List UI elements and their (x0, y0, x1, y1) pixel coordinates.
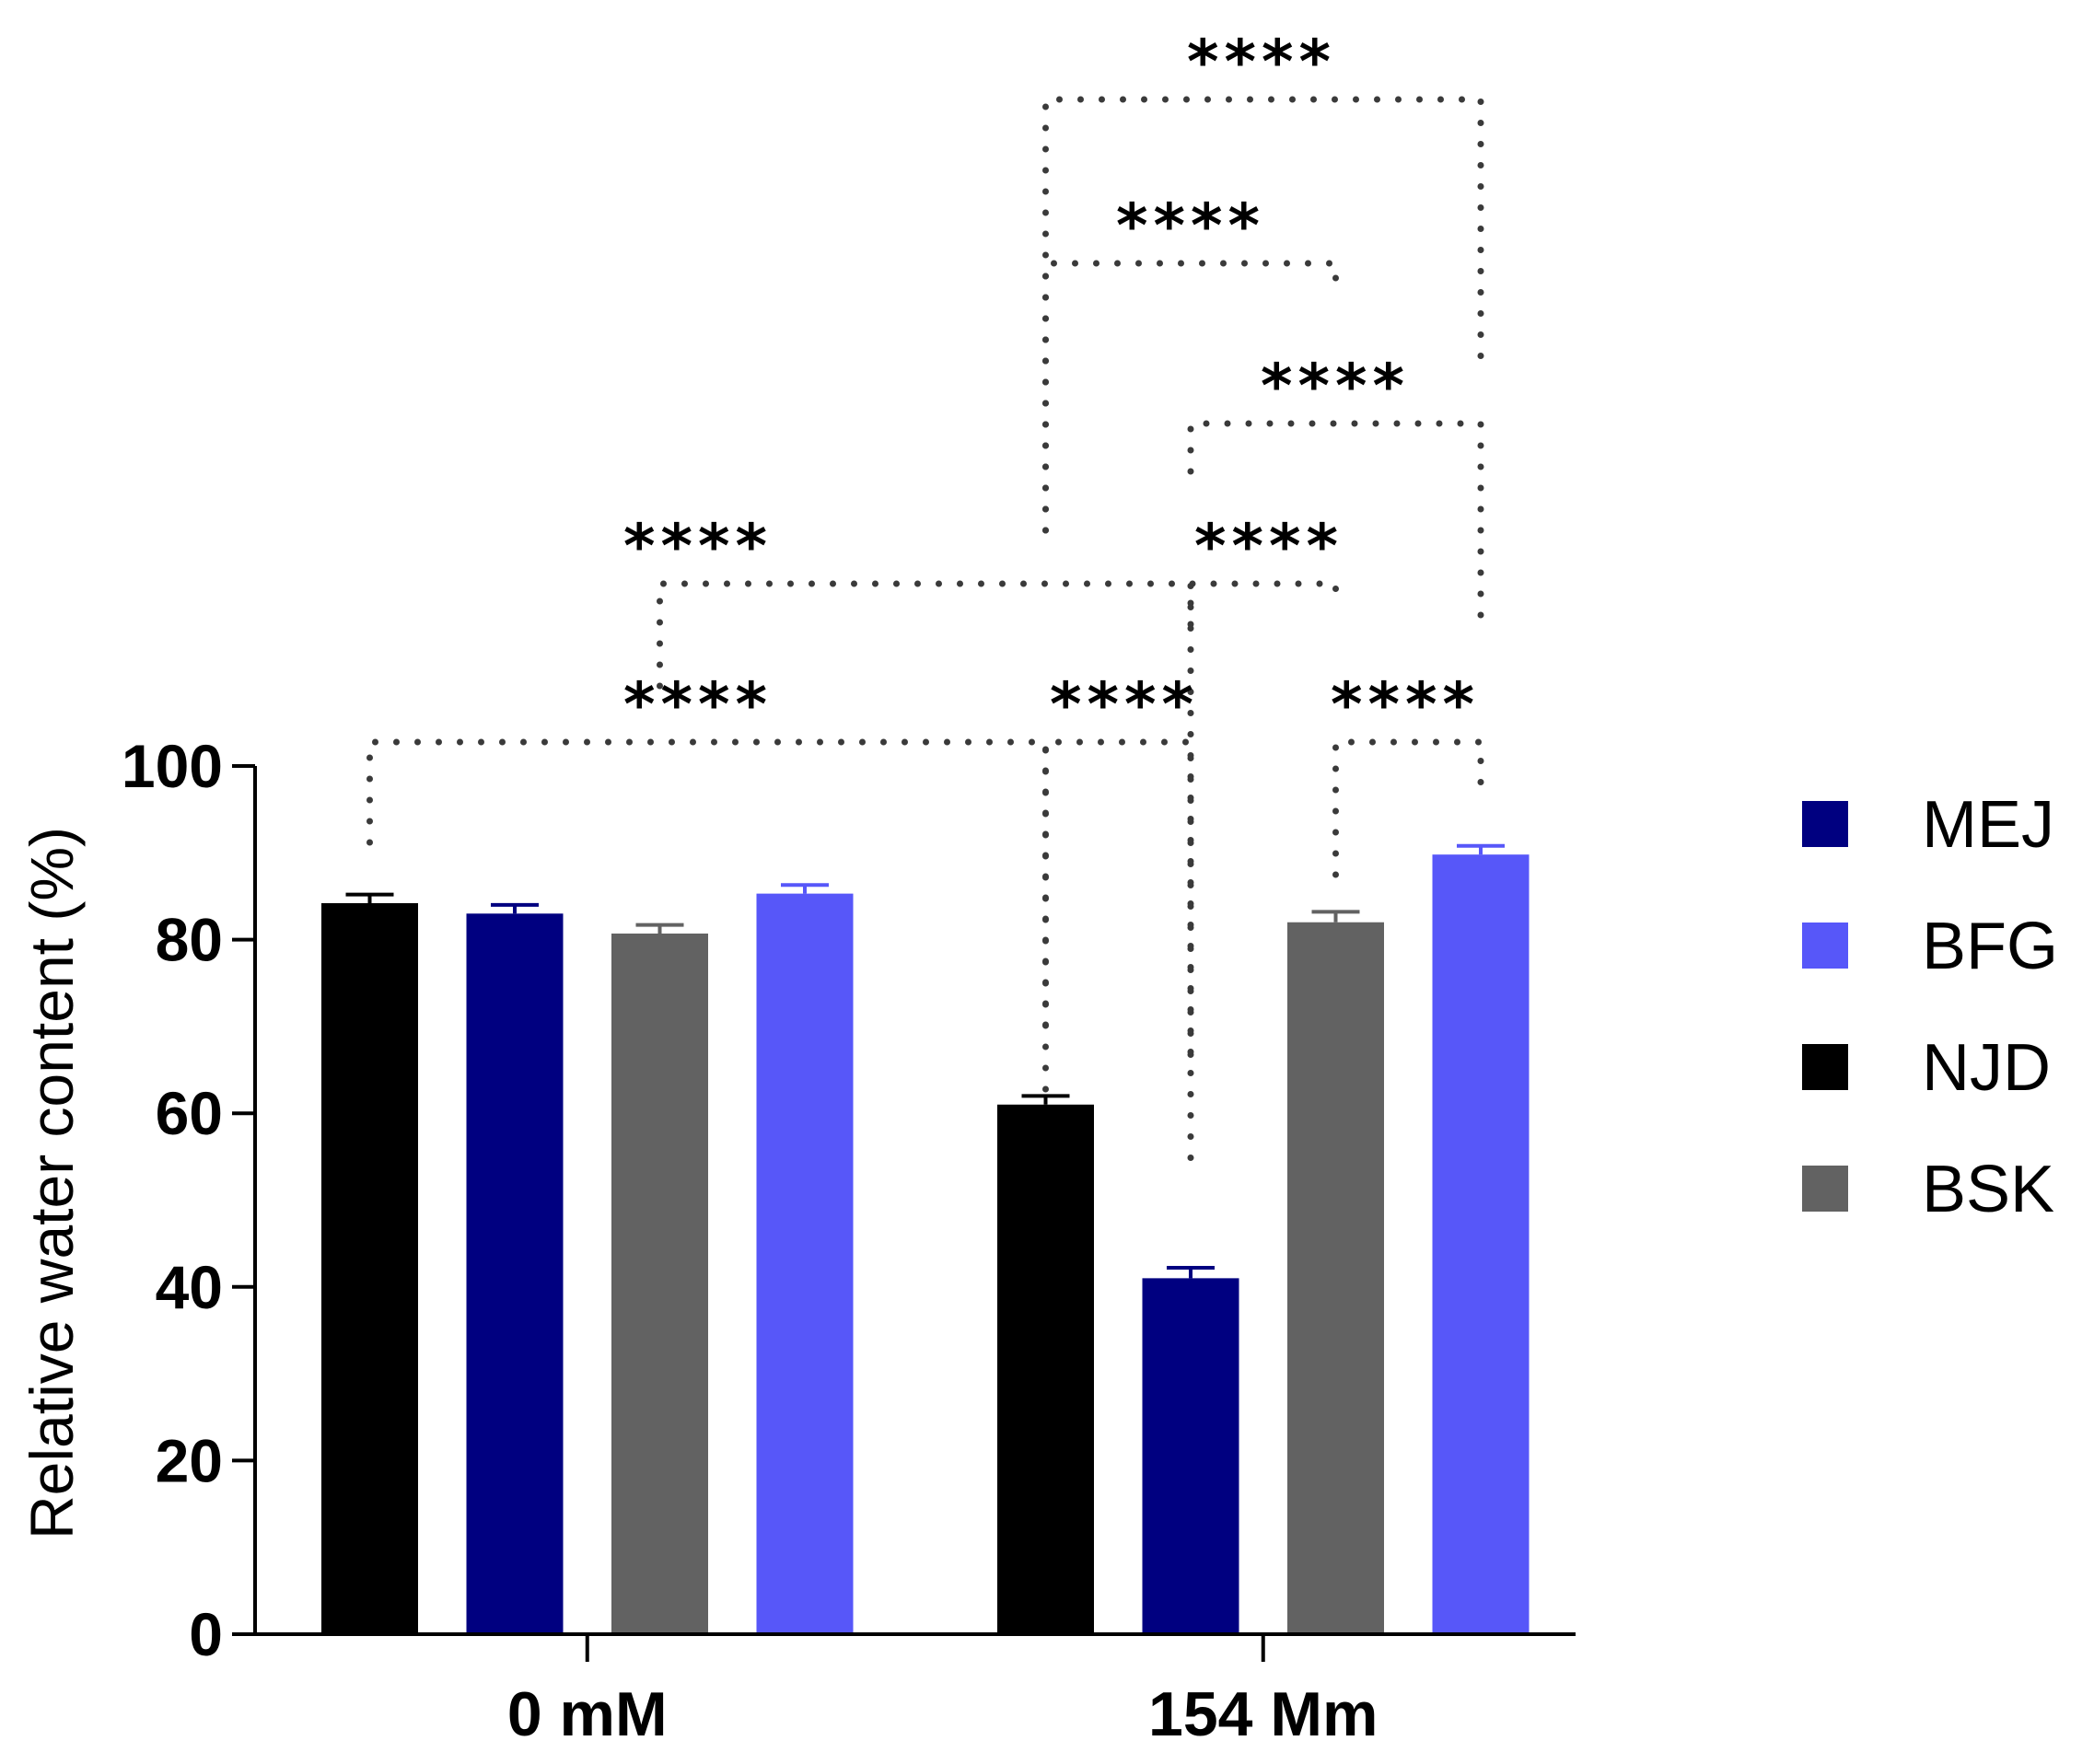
significance-label: **** (1116, 191, 1265, 261)
y-axis-label: Relative water content (%) (17, 827, 86, 1539)
significance-bracket (1332, 738, 1484, 878)
significance-label: **** (1050, 669, 1199, 740)
y-tick-label: 100 (122, 732, 223, 800)
bar-bfg-0 (756, 893, 854, 1634)
significance-bracket (1042, 96, 1484, 534)
legend: MEJ BFG NJD BSK (1802, 788, 2058, 1226)
bar-njd-1 (997, 1104, 1094, 1634)
legend-swatch-bfg (1802, 923, 1848, 969)
x-category-label: 0 mM (507, 1679, 668, 1749)
legend-label-bsk: BSK (1922, 1153, 2054, 1226)
axes (253, 766, 1576, 1636)
legend-swatch-njd (1802, 1044, 1848, 1090)
x-category-label: 154 Mm (1148, 1679, 1378, 1749)
y-tick-label: 40 (156, 1253, 223, 1321)
x-ticks: 0 mM 154 Mm (507, 1634, 1378, 1749)
significance-bracket (1187, 420, 1484, 632)
significance-label: **** (1194, 511, 1344, 582)
legend-swatch-bsk (1802, 1166, 1848, 1212)
significance-bracket (1187, 580, 1339, 628)
bar-bsk-1 (1287, 922, 1384, 1634)
bar-mej-1 (1142, 1278, 1239, 1634)
legend-label-njd: NJD (1922, 1031, 2051, 1105)
significance-label: **** (1331, 669, 1480, 740)
bar-mej-0 (466, 913, 564, 1634)
legend-swatch-mej (1802, 801, 1848, 847)
y-tick-label: 80 (156, 906, 223, 974)
significance-label: **** (623, 511, 773, 582)
significance-label: **** (1187, 27, 1336, 98)
y-tick-label: 0 (189, 1600, 223, 1668)
y-tick-label: 20 (156, 1426, 223, 1494)
bar-njd-0 (321, 902, 418, 1634)
bar-bfg-1 (1432, 854, 1530, 1634)
legend-label-mej: MEJ (1922, 788, 2054, 862)
significance-bracket (1042, 260, 1339, 534)
y-ticks: 0 20 40 60 80 100 (122, 732, 255, 1668)
significance-label: **** (1261, 351, 1410, 422)
bars (321, 843, 1530, 1634)
significance-label: **** (623, 669, 773, 740)
bar-bsk-0 (611, 933, 708, 1634)
y-tick-label: 60 (156, 1079, 223, 1147)
legend-label-bfg: BFG (1922, 910, 2058, 983)
significance-brackets: **** **** **** **** **** **** **** **** (366, 27, 1484, 1178)
